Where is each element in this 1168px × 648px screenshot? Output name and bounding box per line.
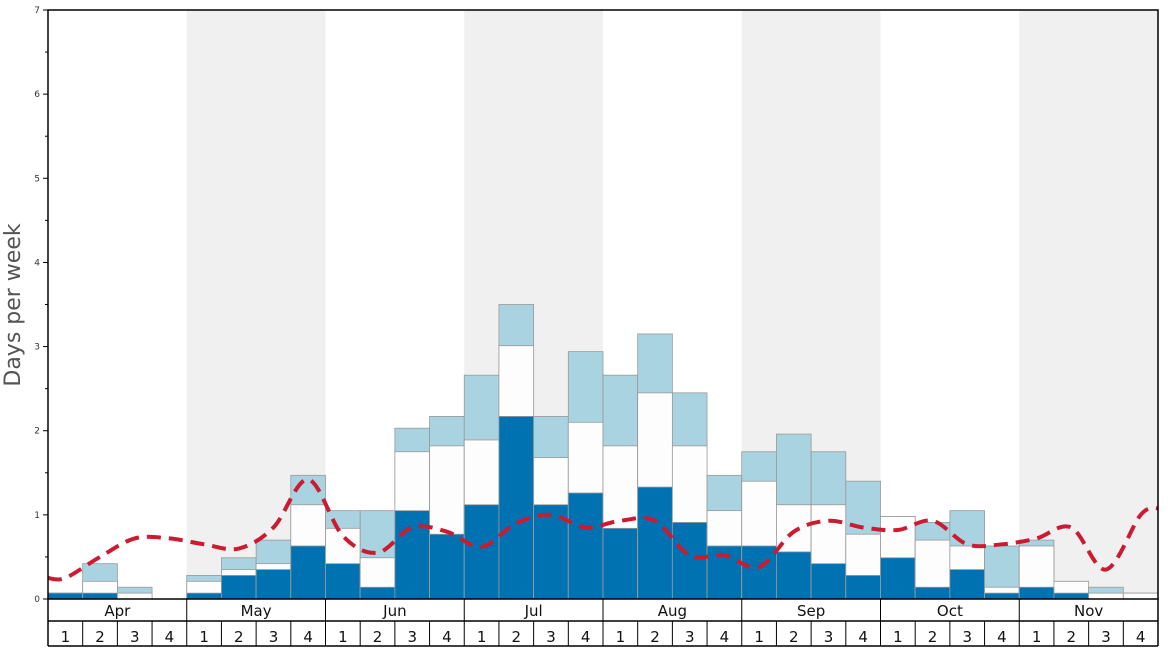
bar-dark-13	[463, 504, 500, 600]
bar-dark-12	[429, 533, 465, 600]
week-label-jun-3: 3	[407, 628, 417, 646]
bar-dark-26	[914, 586, 951, 600]
week-label-may-4: 4	[303, 628, 313, 646]
bar-dark-14	[498, 416, 535, 600]
week-label-sep-2: 2	[789, 628, 799, 646]
y-tick-label-1: 1	[34, 511, 40, 521]
month-label-jun: Jun	[382, 602, 406, 620]
bar-dark-23	[810, 563, 847, 600]
week-label-aug-3: 3	[685, 628, 695, 646]
week-label-aug-2: 2	[650, 628, 660, 646]
y-tick-label-6: 6	[34, 90, 40, 100]
week-label-jul-2: 2	[512, 628, 522, 646]
bar-dark-25	[880, 557, 916, 600]
month-label-apr: Apr	[104, 602, 131, 620]
month-band-nov	[1019, 10, 1158, 599]
week-label-oct-4: 4	[997, 628, 1007, 646]
bar-dark-28	[984, 592, 1020, 600]
month-label-jul: Jul	[524, 602, 543, 620]
week-label-sep-4: 4	[858, 628, 868, 646]
month-label-may: May	[241, 602, 272, 620]
week-label-apr-2: 2	[95, 628, 105, 646]
bar-dark-17	[602, 527, 639, 600]
trend-line-group	[47, 477, 1159, 582]
week-label-jul-3: 3	[546, 628, 556, 646]
week-label-jul-1: 1	[477, 628, 487, 646]
week-label-jun-1: 1	[338, 628, 348, 646]
week-label-apr-4: 4	[165, 628, 175, 646]
y-axis-ticks: 0 1 2 3 4 5 6 7	[34, 6, 48, 605]
bar-dark-8	[290, 545, 326, 600]
y-axis-label: Days per week	[1, 223, 26, 386]
y-tick-label-4: 4	[34, 258, 40, 268]
bar-dark-29	[1018, 586, 1055, 600]
trend-line	[47, 477, 1159, 582]
week-label-may-1: 1	[199, 628, 209, 646]
week-label-aug-1: 1	[616, 628, 626, 646]
bar-dark-15	[533, 504, 569, 600]
month-label-aug: Aug	[658, 602, 687, 620]
bar-dark-6	[221, 575, 257, 600]
week-label-jun-2: 2	[373, 628, 383, 646]
week-label-nov-1: 1	[1032, 628, 1042, 646]
y-tick-label-2: 2	[34, 427, 40, 437]
y-tick-label-0: 0	[34, 595, 40, 605]
week-label-nov-2: 2	[1067, 628, 1077, 646]
bar-dark-2	[82, 592, 118, 600]
axes	[47, 9, 1159, 647]
week-label-nov-4: 4	[1136, 628, 1146, 646]
week-label-apr-1: 1	[61, 628, 71, 646]
bar-dark-5	[186, 592, 222, 600]
bar-white-31	[1088, 592, 1124, 600]
week-label-aug-4: 4	[720, 628, 730, 646]
bar-white-32	[1122, 592, 1159, 600]
bar-dark-21	[741, 545, 777, 600]
month-label-sep: Sep	[797, 602, 825, 620]
y-tick-label-3: 3	[34, 343, 40, 353]
bar-dark-11	[394, 510, 430, 600]
month-label-nov: Nov	[1074, 602, 1103, 620]
month-label-oct: Oct	[937, 602, 963, 620]
bar-dark-7	[255, 569, 292, 600]
bar-dark-19	[671, 522, 708, 600]
bar-dark-18	[637, 486, 673, 600]
week-label-nov-3: 3	[1101, 628, 1111, 646]
week-label-jul-4: 4	[581, 628, 591, 646]
week-label-sep-1: 1	[754, 628, 764, 646]
y-tick-label-7: 7	[34, 6, 40, 16]
week-label-jun-4: 4	[442, 628, 452, 646]
bar-dark-1	[47, 592, 84, 600]
bar-dark-9	[325, 563, 361, 600]
bar-dark-10	[359, 586, 396, 600]
bar-white-3	[116, 592, 153, 600]
week-label-apr-3: 3	[130, 628, 140, 646]
bar-dark-30	[1053, 592, 1090, 600]
week-label-sep-3: 3	[824, 628, 834, 646]
bar-dark-24	[845, 575, 881, 600]
week-label-oct-1: 1	[893, 628, 903, 646]
y-tick-label-5: 5	[34, 174, 40, 184]
bar-dark-22	[776, 551, 812, 600]
week-label-may-3: 3	[269, 628, 279, 646]
week-label-oct-3: 3	[962, 628, 972, 646]
bar-dark-27	[949, 569, 985, 600]
week-label-oct-2: 2	[928, 628, 938, 646]
week-label-may-2: 2	[234, 628, 244, 646]
bar-dark-16	[567, 492, 604, 600]
x-axis-labels: Apr 1 2 3 4 May 1 2 3 4 Jun 1 2 3 4 Jul 1 2 3 4 Aug 1 2 3 4 Sep 1 2…	[61, 602, 1146, 646]
